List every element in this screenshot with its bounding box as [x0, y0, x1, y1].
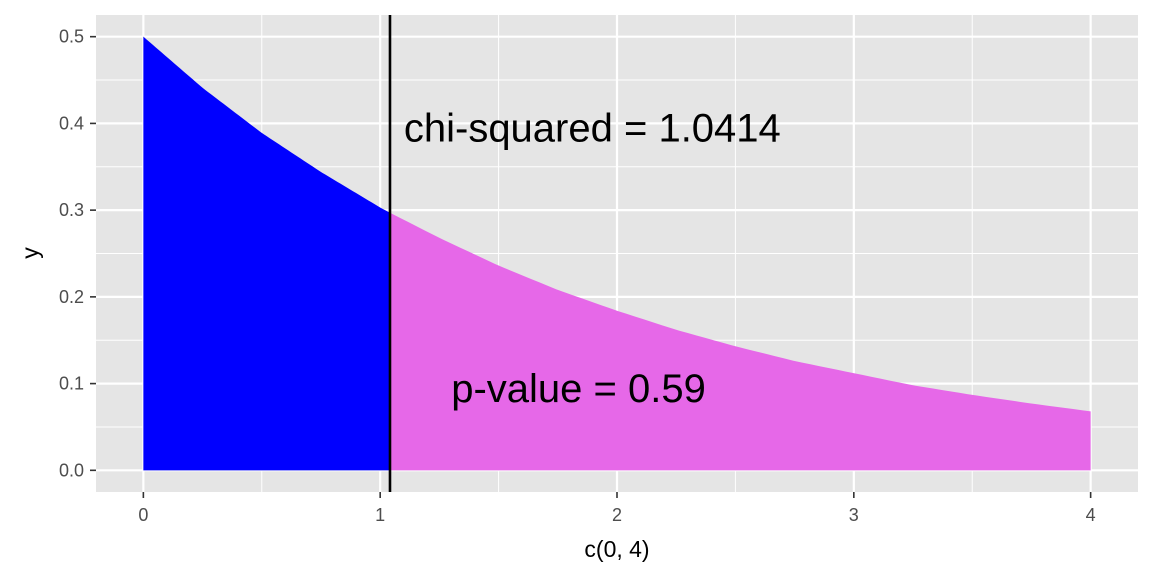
x-axis-title: c(0, 4)	[584, 536, 649, 562]
annotations: chi-squared = 1.0414 p-value = 0.59	[404, 107, 781, 411]
y-tick-label: 0.1	[59, 374, 84, 394]
x-tick-label: 4	[1086, 505, 1096, 525]
chi-squared-annotation: chi-squared = 1.0414	[404, 107, 781, 151]
lower-tail-region	[143, 36, 390, 471]
x-tick-label: 1	[375, 505, 385, 525]
x-tick-label: 0	[138, 505, 148, 525]
y-tick-label: 0.3	[59, 200, 84, 220]
x-axis: 0 1 2 3 4	[138, 492, 1096, 525]
p-value-annotation: p-value = 0.59	[451, 367, 706, 411]
y-tick-label: 0.4	[59, 113, 84, 133]
y-axis: 0.0 0.1 0.2 0.3 0.4 0.5	[59, 27, 96, 480]
y-tick-label: 0.5	[59, 27, 84, 47]
shaded-regions	[143, 36, 1091, 471]
upper-tail-region	[389, 212, 1091, 471]
x-tick-label: 3	[849, 505, 859, 525]
y-axis-title: y	[17, 247, 43, 259]
y-tick-label: 0.0	[59, 460, 84, 480]
y-tick-label: 0.2	[59, 287, 84, 307]
x-tick-label: 2	[612, 505, 622, 525]
